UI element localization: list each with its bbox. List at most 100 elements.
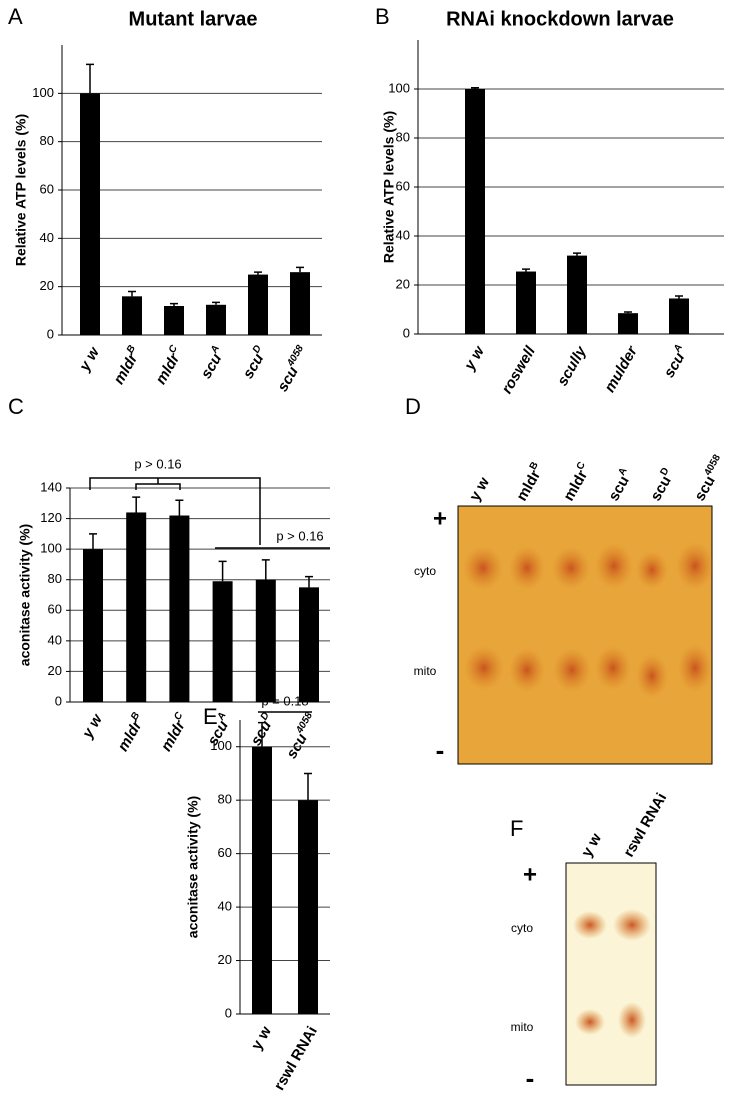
y-tick-label: 40 — [218, 899, 232, 914]
error-bar — [258, 721, 266, 747]
x-tick-label-sup: B — [125, 343, 138, 355]
error-bar — [170, 302, 178, 306]
y-axis-label: aconitase activity (%) — [185, 796, 201, 938]
y-tick-label: 40 — [48, 632, 62, 647]
lane-label: scuD — [645, 466, 678, 504]
x-tick-label-main: scu — [661, 350, 689, 381]
bar — [212, 581, 233, 702]
error-bar — [522, 268, 530, 272]
y-tick-label: 120 — [40, 510, 62, 525]
error-bar — [86, 63, 94, 94]
lane-label-main: rswl RNAi — [620, 790, 670, 860]
y-tick-label: 0 — [55, 693, 62, 708]
bracket — [89, 477, 261, 545]
x-tick-label: rswl RNAi — [271, 1023, 321, 1093]
bar — [122, 296, 142, 335]
x-tick-label-main: y w — [79, 710, 107, 741]
x-tick-label: scully — [554, 343, 590, 389]
x-tick-label: mulder — [601, 342, 641, 395]
lane-label-sup: C — [574, 460, 587, 472]
x-tick-label: y w — [79, 710, 107, 741]
y-tick-label: 0 — [225, 1005, 232, 1020]
error-bar — [573, 252, 581, 256]
y-tick-label: 100 — [32, 85, 54, 100]
x-tick-label-main: rswl RNAi — [271, 1023, 321, 1093]
gel-side-label: mito — [511, 1020, 534, 1034]
x-tick-label: mldrB — [112, 710, 149, 754]
error-bar — [675, 295, 683, 299]
lane-label-main: mldr — [560, 467, 591, 504]
annotation: p = 0.18 — [261, 693, 308, 708]
error-bar — [471, 87, 479, 89]
x-tick-label: y w — [248, 1023, 275, 1053]
lane-label-main: scu — [647, 473, 675, 504]
y-tick-label: 20 — [40, 278, 54, 293]
y-tick-label: 60 — [396, 178, 410, 193]
bar — [299, 587, 319, 702]
lane-label: mldrC — [558, 460, 595, 504]
bar — [252, 746, 272, 1014]
x-tick-label-main: y w — [461, 342, 489, 373]
bar — [248, 274, 268, 335]
lane-label: y w — [466, 474, 493, 504]
x-tick-label-main: scu — [274, 364, 302, 395]
x-tick-label: mldrC — [150, 343, 187, 388]
x-tick-label-sup: 4058 — [294, 710, 315, 736]
y-tick-label: 80 — [218, 792, 232, 807]
x-tick-label-main: scu — [283, 731, 311, 762]
lane-label: y w — [578, 830, 605, 860]
x-tick-label: roswell — [498, 343, 539, 397]
lane-label: mldrB — [511, 460, 548, 504]
gel-side-label: - — [526, 1063, 535, 1093]
bar — [126, 512, 147, 702]
x-tick-label-main: y w — [248, 1023, 275, 1053]
bar — [465, 89, 485, 334]
lane-label-sup: A — [616, 466, 629, 478]
x-tick-label-main: mldr — [152, 350, 184, 388]
error-bar — [128, 290, 136, 297]
bar — [567, 255, 587, 334]
bar — [298, 800, 318, 1014]
lane-label: rswl RNAi — [620, 790, 670, 860]
x-tick-label-main: mldr — [115, 717, 147, 755]
y-tick-label: 80 — [396, 129, 410, 144]
y-tick-label: 0 — [403, 325, 410, 340]
x-tick-label-sup: D — [251, 343, 264, 355]
x-tick-label: y w — [76, 343, 104, 374]
x-tick-label: scu4058 — [281, 710, 322, 762]
gel-side-label: + — [433, 505, 447, 532]
x-tick-label: mldrC — [156, 710, 193, 755]
y-tick-label: 60 — [40, 181, 54, 196]
lane-label-sup: B — [527, 460, 540, 472]
panel-label: D — [405, 394, 421, 419]
gel-d-bands — [463, 542, 714, 698]
y-tick-label: 80 — [40, 133, 54, 148]
x-tick-label: scuA — [196, 343, 229, 381]
bar — [164, 306, 184, 335]
lane-label-main: mldr — [513, 467, 544, 504]
bar — [669, 298, 689, 334]
lane-label: scu4058 — [689, 452, 730, 504]
panel-label: A — [8, 4, 23, 29]
y-tick-label: 40 — [40, 230, 54, 245]
x-tick-label-sup: 4058 — [285, 343, 306, 369]
y-tick-label: 60 — [218, 845, 232, 860]
error-bar — [304, 772, 312, 801]
error-bar — [624, 311, 632, 314]
y-tick-label: 20 — [48, 663, 62, 678]
y-axis-label: Relative ATP levels (%) — [381, 111, 397, 263]
error-bar — [212, 301, 220, 305]
gel-d — [457, 505, 713, 765]
error-bar — [254, 271, 262, 275]
x-tick-label-main: mldr — [158, 717, 190, 755]
y-tick-label: 40 — [396, 227, 410, 242]
lane-label-main: y w — [578, 830, 605, 860]
gel-side-label: - — [436, 735, 445, 765]
x-tick-label-sup: D — [258, 710, 271, 722]
y-tick-label: 0 — [47, 326, 54, 341]
gel-f — [565, 862, 657, 1086]
error-bar — [261, 559, 270, 580]
gel-side-label: mito — [414, 664, 437, 678]
y-tick-label: 60 — [48, 602, 62, 617]
error-bar — [218, 560, 227, 582]
